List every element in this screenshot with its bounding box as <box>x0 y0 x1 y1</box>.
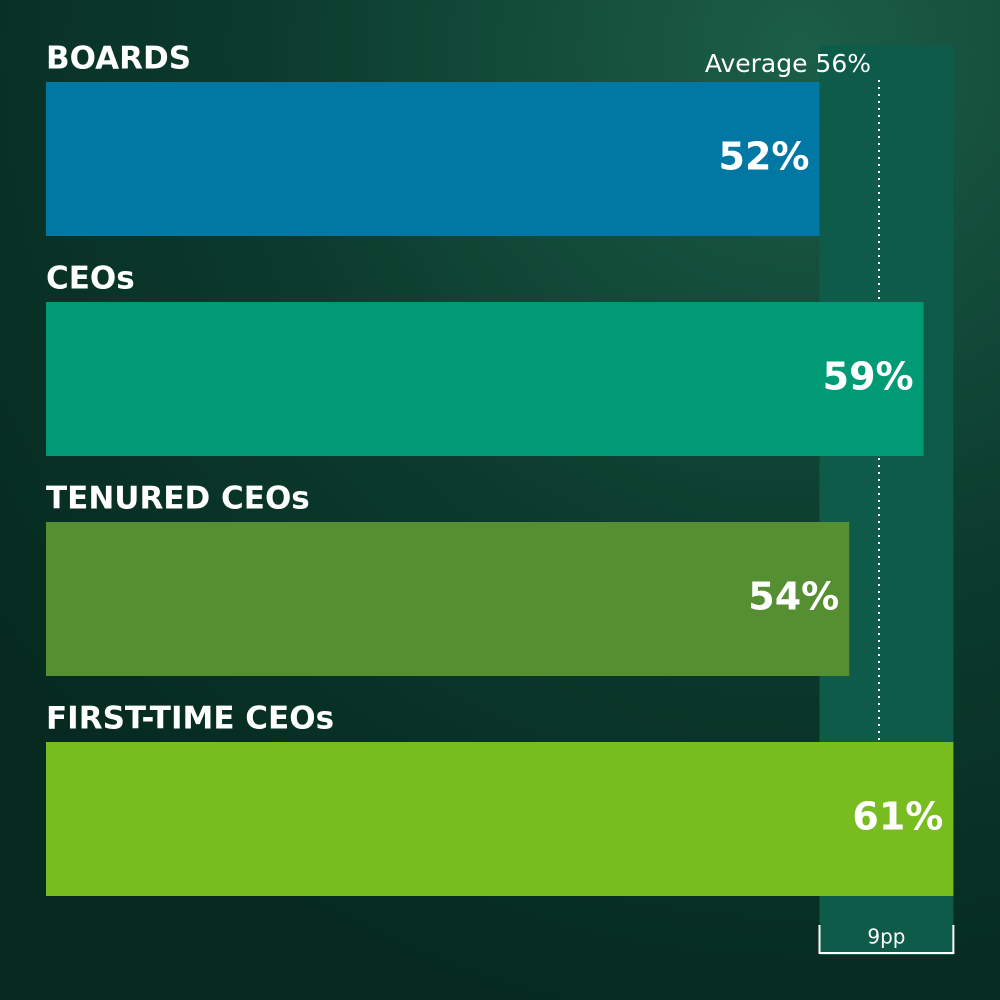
category-label: FIRST-TIME CEOs <box>46 701 334 737</box>
category-label: CEOs <box>46 261 135 297</box>
average-label: Average 56% <box>705 49 871 78</box>
bar <box>46 302 924 456</box>
category-label: TENURED CEOs <box>46 481 310 517</box>
range-bracket <box>818 925 955 954</box>
value-label: 52% <box>719 135 810 179</box>
value-label: 59% <box>823 355 914 399</box>
bar <box>46 522 850 676</box>
bar <box>46 742 954 896</box>
bar <box>46 82 820 236</box>
category-label: BOARDS <box>46 41 191 77</box>
value-label: 54% <box>748 575 839 619</box>
value-label: 61% <box>852 795 943 839</box>
range-label: 9pp <box>867 925 905 949</box>
